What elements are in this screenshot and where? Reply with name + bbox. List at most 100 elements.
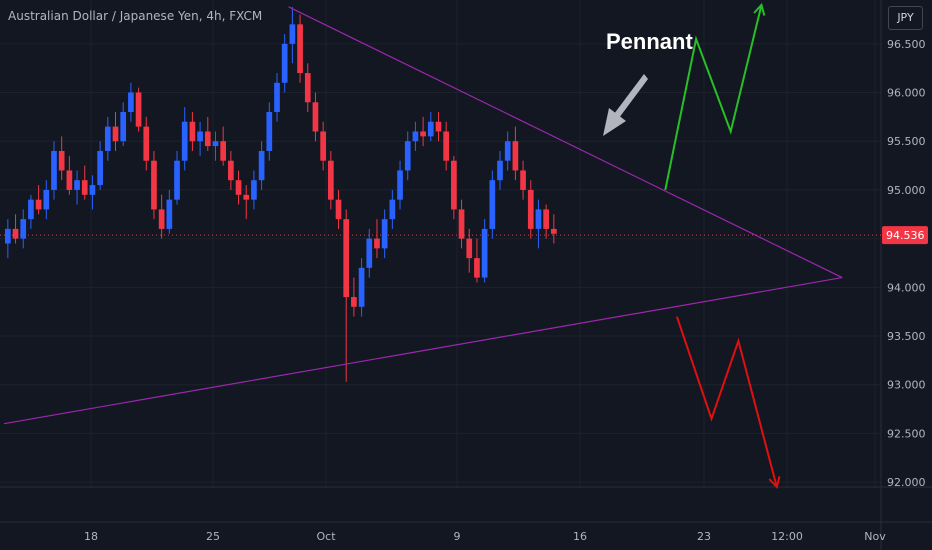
- candle: [66, 155, 73, 195]
- candle: [412, 121, 419, 151]
- candle: [135, 87, 142, 132]
- candle: [151, 150, 157, 220]
- candle: [527, 180, 534, 239]
- candles-group: [5, 6, 557, 382]
- candle: [212, 131, 219, 161]
- x-tick-label: 12:00: [771, 530, 803, 543]
- pennant-annotation[interactable]: Pennant: [603, 29, 693, 136]
- candle: [381, 209, 388, 259]
- candle: [51, 141, 57, 200]
- candle: [327, 150, 334, 210]
- candle: [481, 219, 488, 283]
- y-tick-label: 95.000: [887, 184, 926, 197]
- candle: [512, 126, 519, 181]
- candle: [343, 209, 350, 382]
- candle: [504, 131, 511, 171]
- candle: [81, 165, 88, 200]
- candle: [120, 102, 127, 147]
- price-axis[interactable]: 96.50096.00095.50095.00094.50094.00093.5…: [887, 38, 926, 489]
- candle: [258, 141, 265, 190]
- candle: [235, 170, 242, 205]
- candle: [158, 194, 165, 239]
- candle: [281, 34, 288, 93]
- x-tick-label: 9: [454, 530, 461, 543]
- candle: [304, 63, 311, 113]
- candle: [128, 82, 134, 122]
- pennant-lower-trendline[interactable]: [3, 276, 843, 425]
- candle: [451, 155, 457, 220]
- candle: [58, 136, 65, 181]
- candle: [358, 258, 365, 317]
- pennant-label: Pennant: [606, 29, 693, 54]
- candle: [20, 209, 27, 249]
- last-price-tag: 94.536: [882, 226, 928, 245]
- currency-button[interactable]: JPY: [888, 6, 923, 30]
- x-tick-label: 25: [206, 530, 220, 543]
- candle: [228, 150, 234, 190]
- candle: [289, 6, 296, 64]
- candle: [312, 92, 319, 142]
- candle: [550, 214, 557, 244]
- pennant-arrow-icon: [603, 74, 648, 136]
- candle: [404, 131, 411, 181]
- candle: [466, 228, 473, 273]
- candle: [497, 150, 503, 190]
- bullish-scenario-path-arrowhead-icon: [753, 2, 766, 16]
- candle: [266, 102, 273, 161]
- candle: [97, 141, 103, 190]
- scenario-paths[interactable]: [664, 2, 781, 490]
- candle: [220, 126, 227, 166]
- candle: [543, 204, 549, 239]
- y-tick-label: 95.500: [887, 135, 926, 148]
- candle: [197, 121, 203, 156]
- candle: [12, 214, 19, 244]
- candle: [520, 160, 526, 200]
- candle: [458, 199, 465, 249]
- candle: [335, 189, 342, 229]
- y-tick-label: 92.000: [887, 476, 926, 489]
- x-tick-label: 23: [697, 530, 711, 543]
- candle: [420, 116, 426, 147]
- y-tick-label: 93.500: [887, 330, 926, 343]
- candle: [74, 170, 80, 205]
- candle: [174, 150, 180, 205]
- candle: [28, 194, 34, 229]
- candle: [35, 185, 42, 215]
- bullish-scenario-path[interactable]: [664, 4, 763, 191]
- candle: [89, 175, 96, 210]
- candle: [181, 107, 188, 171]
- candle: [435, 112, 442, 142]
- candle: [204, 116, 211, 151]
- y-tick-label: 93.000: [887, 379, 926, 392]
- candle: [251, 170, 257, 210]
- candle: [189, 112, 196, 151]
- candle: [112, 112, 119, 151]
- candle: [243, 185, 250, 220]
- candle: [535, 199, 542, 249]
- x-tick-label: Nov: [864, 530, 886, 543]
- x-tick-label: 16: [573, 530, 587, 543]
- y-tick-label: 96.000: [887, 87, 926, 100]
- candle: [43, 180, 50, 220]
- candle: [143, 116, 150, 171]
- candle: [166, 189, 173, 234]
- y-tick-label: 94.000: [887, 281, 926, 294]
- candle: [389, 189, 396, 229]
- candle: [5, 219, 11, 259]
- pennant-upper-trendline[interactable]: [288, 6, 843, 279]
- pennant-trendlines[interactable]: [3, 6, 843, 425]
- last-price-value: 94.536: [886, 229, 925, 242]
- candle: [320, 121, 326, 171]
- candle: [489, 170, 496, 239]
- bearish-scenario-path-arrowhead-icon: [768, 476, 781, 490]
- candle: [474, 238, 480, 283]
- candle: [427, 112, 434, 142]
- candle: [297, 14, 303, 83]
- time-axis[interactable]: 18 25 Oct 9 16 23 12:00 Nov: [84, 530, 886, 543]
- candle: [443, 121, 450, 171]
- candle: [274, 73, 280, 122]
- bearish-scenario-path[interactable]: [675, 316, 778, 488]
